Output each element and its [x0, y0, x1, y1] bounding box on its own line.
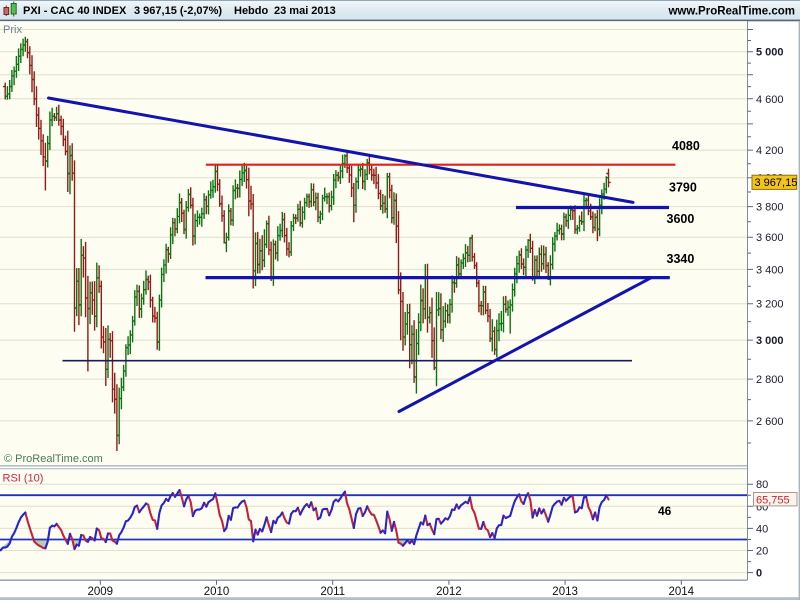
svg-text:65,755: 65,755 [756, 494, 790, 506]
svg-text:PXI - CAC 40 INDEX: PXI - CAC 40 INDEX [23, 5, 127, 17]
svg-text:2010: 2010 [204, 586, 230, 598]
svg-text:2 600: 2 600 [756, 416, 784, 428]
svg-text:2 800: 2 800 [756, 374, 784, 386]
svg-text:46: 46 [658, 504, 672, 518]
svg-text:5 000: 5 000 [756, 47, 784, 59]
svg-text:© ProRealTime.com: © ProRealTime.com [4, 453, 103, 465]
svg-text:2012: 2012 [436, 586, 462, 598]
svg-text:80: 80 [756, 479, 768, 491]
svg-text:3 967,15 (-2,07%): 3 967,15 (-2,07%) [134, 5, 222, 17]
svg-text:3340: 3340 [667, 252, 695, 266]
svg-text:4080: 4080 [672, 139, 700, 153]
svg-text:3790: 3790 [669, 181, 697, 195]
svg-text:Hebdo: Hebdo [234, 5, 269, 17]
svg-text:0: 0 [756, 568, 762, 580]
svg-text:3 400: 3 400 [756, 264, 784, 276]
svg-text:3 200: 3 200 [756, 299, 784, 311]
svg-text:40: 40 [756, 523, 768, 535]
svg-text:4 600: 4 600 [756, 94, 784, 106]
svg-text:4 200: 4 200 [756, 145, 784, 157]
svg-text:3 000: 3 000 [756, 335, 784, 347]
svg-text:23 mai 2013: 23 mai 2013 [274, 5, 336, 17]
svg-text:Prix: Prix [3, 24, 22, 36]
svg-text:2011: 2011 [320, 586, 345, 598]
svg-text:3 800: 3 800 [756, 202, 784, 214]
svg-text:RSI (10): RSI (10) [3, 473, 44, 485]
svg-text:2014: 2014 [669, 586, 695, 598]
svg-text:20: 20 [756, 546, 768, 558]
svg-text:2013: 2013 [552, 586, 578, 598]
svg-text:3 600: 3 600 [756, 232, 784, 244]
svg-text:3600: 3600 [667, 212, 695, 226]
svg-text:www.ProRealTime.com: www.ProRealTime.com [667, 6, 795, 18]
svg-text:3 967,15: 3 967,15 [755, 177, 798, 189]
svg-text:2009: 2009 [88, 586, 114, 598]
